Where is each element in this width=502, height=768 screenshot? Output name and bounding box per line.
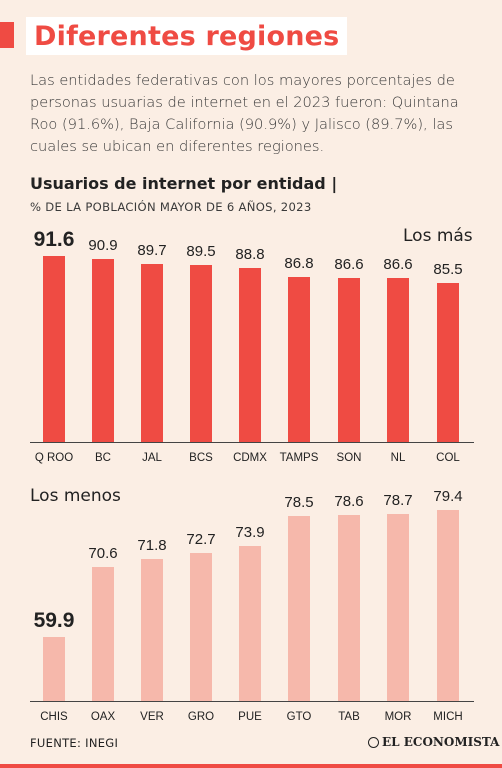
bottom-rule xyxy=(0,764,502,768)
category-label: GTO xyxy=(286,711,312,723)
category-label: MICH xyxy=(433,711,463,723)
category-label: MOR xyxy=(384,711,412,723)
category-label: PUE xyxy=(238,711,262,723)
bar-q-roo xyxy=(43,255,65,442)
bar-ver xyxy=(141,559,163,701)
bar-chis xyxy=(43,636,65,701)
category-label: SON xyxy=(336,452,362,464)
bar-cdmx xyxy=(239,268,261,442)
category-label: Q ROO xyxy=(34,452,74,464)
intro-text: Las entidades federativas con los mayore… xyxy=(30,72,459,155)
bar-tamps xyxy=(288,277,310,442)
bar-oax xyxy=(92,567,114,701)
bar-bc xyxy=(92,258,114,442)
category-label: GRO xyxy=(187,711,215,723)
category-label: BC xyxy=(95,452,111,464)
category-label: COL xyxy=(436,452,460,464)
value-label: 89.5 xyxy=(186,243,216,261)
value-label: 70.6 xyxy=(88,545,118,563)
category-label: CDMX xyxy=(233,452,267,464)
logo-mark-icon xyxy=(368,736,379,748)
value-label: 59.9 xyxy=(33,608,75,632)
source-note: FUENTE: INEGI xyxy=(30,736,119,750)
value-label: 72.7 xyxy=(186,531,216,549)
title-accent-bar xyxy=(0,22,14,48)
category-label: CHIS xyxy=(40,711,68,723)
category-label: JAL xyxy=(142,452,162,464)
bar-bcs xyxy=(190,265,212,442)
group-label-bottom: Los menos xyxy=(30,486,121,506)
category-label: VER xyxy=(140,711,164,723)
value-label: 71.8 xyxy=(137,537,167,555)
category-label: OAX xyxy=(90,711,116,723)
value-label: 78.6 xyxy=(334,493,364,511)
value-label: 89.7 xyxy=(137,242,167,260)
bar-mor xyxy=(387,514,409,701)
bar-jal xyxy=(141,264,163,442)
bar-col xyxy=(437,282,459,442)
chart-subtitle: % DE LA POBLACIÓN MAYOR DE 6 AÑOS, 2023 xyxy=(30,200,312,214)
group-label-top: Los más xyxy=(403,226,473,246)
value-label: 79.4 xyxy=(433,487,463,505)
logo-text: EL ECONOMISTA xyxy=(382,735,500,749)
value-label: 90.9 xyxy=(88,236,118,254)
bar-pue xyxy=(239,545,261,701)
value-label: 91.6 xyxy=(33,227,75,251)
bar-nl xyxy=(387,278,409,442)
publisher-logo: EL ECONOMISTA xyxy=(368,735,499,749)
chart-bottom-baseline xyxy=(30,701,474,702)
bar-tab xyxy=(338,515,360,701)
bar-son xyxy=(338,278,360,442)
chart-title: Usuarios de internet por entidad | xyxy=(30,174,338,193)
value-label: 88.8 xyxy=(235,246,265,264)
category-label: BCS xyxy=(189,452,213,464)
bar-gto xyxy=(288,515,310,701)
category-label: TAB xyxy=(338,711,360,723)
chart-top-baseline xyxy=(30,442,474,443)
value-label: 86.6 xyxy=(334,256,364,274)
bar-mich xyxy=(437,509,459,701)
category-label: TAMPS xyxy=(279,452,319,464)
bar-gro xyxy=(190,553,212,701)
title-box: Diferentes regiones xyxy=(26,17,348,55)
value-label: 78.7 xyxy=(383,492,413,510)
category-label: NL xyxy=(390,452,406,464)
page-title: Diferentes regiones xyxy=(34,20,340,52)
value-label: 73.9 xyxy=(235,523,265,541)
value-label: 86.6 xyxy=(383,256,413,274)
value-label: 86.8 xyxy=(284,255,314,273)
value-label: 78.5 xyxy=(284,493,314,511)
value-label: 85.5 xyxy=(433,260,463,278)
